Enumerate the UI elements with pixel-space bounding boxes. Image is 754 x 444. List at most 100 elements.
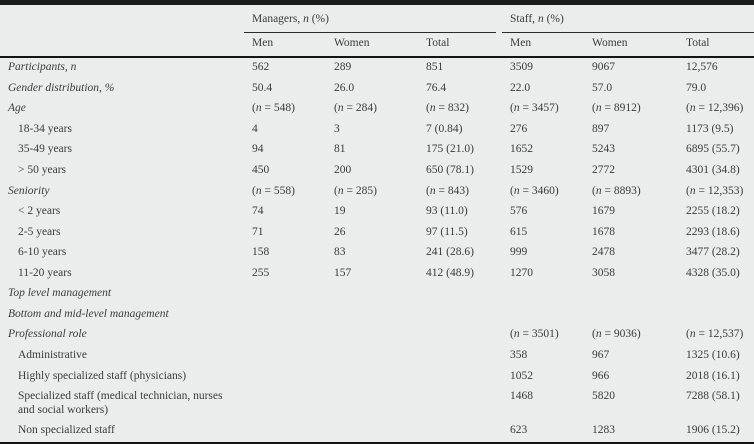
row-cell: 276 xyxy=(510,122,528,135)
row-cell: 967 xyxy=(592,349,610,361)
row-label: Top level management xyxy=(8,287,112,300)
table-row: Top level management xyxy=(0,284,754,305)
row-cell: 22.0 xyxy=(510,81,531,94)
row-cell xyxy=(418,387,502,421)
row-cell xyxy=(418,421,502,442)
row-cell: 1052 xyxy=(510,369,534,382)
row-label: Seniority xyxy=(8,184,50,197)
row-cell xyxy=(244,367,326,388)
table-row: Specialized staff (medical technician, n… xyxy=(0,387,754,421)
table-row: Highly specialized staff (physicians) 10… xyxy=(0,367,754,388)
row-cell: (n = 843) xyxy=(426,184,469,197)
row-cell xyxy=(502,305,584,326)
row-cell: 1325 (10.6) xyxy=(686,349,740,361)
table-body: Participants, n 562 289 851 3509 9067 12… xyxy=(0,57,754,442)
table-row: Bottom and mid-level management xyxy=(0,305,754,326)
column-header-staff-women: Women xyxy=(584,32,679,59)
row-cell: 2018 (16.1) xyxy=(686,369,740,382)
row-cell: 12,576 xyxy=(686,61,718,74)
row-label: Age xyxy=(8,102,26,115)
row-label: Participants, n xyxy=(8,61,77,74)
row-cell xyxy=(326,325,418,346)
row-label: Non specialized staff xyxy=(18,424,115,437)
row-cell xyxy=(326,421,418,442)
row-cell: 999 xyxy=(510,246,528,259)
row-cell xyxy=(244,346,326,367)
row-cell: 3477 (28.2) xyxy=(686,246,740,259)
empty-header-cell xyxy=(0,32,244,59)
row-cell: 9067 xyxy=(592,61,616,74)
row-cell xyxy=(326,305,418,326)
column-group-header-row: Managers, n (%) Staff, n (%) xyxy=(0,5,754,33)
row-cell: 5820 xyxy=(592,390,616,403)
row-cell: 2772 xyxy=(592,163,616,176)
table-top-rule xyxy=(0,0,754,5)
row-cell: (n = 832) xyxy=(426,102,469,115)
row-cell: (n = 3457) xyxy=(510,102,559,115)
row-cell: 26.0 xyxy=(334,81,355,94)
row-label: 18-34 years xyxy=(18,122,72,135)
row-label: Gender distribution, % xyxy=(8,81,115,94)
row-cell: 3058 xyxy=(592,266,616,279)
row-cell xyxy=(584,305,678,326)
row-cell xyxy=(418,284,502,305)
row-cell: 97 (11.5) xyxy=(426,225,468,238)
row-cell: 255 xyxy=(252,266,270,279)
row-cell: 157 xyxy=(334,266,352,279)
table-row: Professional role (n = 3501) (n = 9036) … xyxy=(0,325,754,346)
row-cell: (n = 3501) xyxy=(510,328,559,341)
table-row: Administrative 358 967 1325 (10.6) xyxy=(0,346,754,367)
row-cell: 2478 xyxy=(592,246,616,259)
table-row: Participants, n 562 289 851 3509 9067 12… xyxy=(0,57,754,79)
row-cell xyxy=(244,284,326,305)
row-label: Administrative xyxy=(18,349,87,361)
row-label: < 2 years xyxy=(18,205,61,218)
row-cell: 79.0 xyxy=(686,81,707,94)
row-label: Highly specialized staff (physicians) xyxy=(18,369,187,382)
row-cell: (n = 12,537) xyxy=(686,328,744,341)
table-row: Age (n = 548) (n = 284) (n = 832) (n = 3… xyxy=(0,99,754,120)
staff-group-label: Staff, n (%) xyxy=(502,13,754,33)
row-cell: 1270 xyxy=(510,266,534,279)
demographics-table: Managers, n (%) Staff, n (%) Men Women T… xyxy=(0,5,754,442)
row-cell: 623 xyxy=(510,424,528,437)
row-cell: 1652 xyxy=(510,143,534,156)
row-cell xyxy=(326,284,418,305)
row-cell: 94 xyxy=(252,143,264,156)
row-cell: 5243 xyxy=(592,143,616,156)
row-label: 2-5 years xyxy=(18,225,61,238)
row-cell: 450 xyxy=(252,163,270,176)
managers-group-header-cell: Managers, n (%) xyxy=(244,5,502,33)
row-cell: 966 xyxy=(592,369,610,382)
row-cell: 2293 (18.6) xyxy=(686,225,740,238)
row-cell: 241 (28.6) xyxy=(426,246,474,259)
row-cell: 412 (48.9) xyxy=(426,266,474,279)
table-row: > 50 years 450 200 650 (78.1) 1529 2772 … xyxy=(0,161,754,182)
row-cell: 7288 (58.1) xyxy=(686,390,740,403)
row-cell: 6895 (55.7) xyxy=(686,143,740,156)
table-row: 35-49 years 94 81 175 (21.0) 1652 5243 6… xyxy=(0,140,754,161)
row-cell xyxy=(418,305,502,326)
row-cell: 50.4 xyxy=(252,81,273,94)
row-label: Professional role xyxy=(8,328,87,341)
table-row: Seniority (n = 558) (n = 285) (n = 843) … xyxy=(0,182,754,203)
row-label: 11-20 years xyxy=(18,266,72,279)
row-cell: (n = 8893) xyxy=(592,184,641,197)
row-cell: 4301 (34.8) xyxy=(686,163,740,176)
row-cell: 74 xyxy=(252,205,264,218)
row-cell: 1283 xyxy=(592,424,616,437)
managers-group-label: Managers, n (%) xyxy=(244,13,497,33)
row-cell: (n = 3460) xyxy=(510,184,559,197)
table-row: Non specialized staff 623 1283 1906 (15.… xyxy=(0,421,754,442)
row-cell: 358 xyxy=(510,349,528,361)
row-cell: 1173 (9.5) xyxy=(686,122,734,135)
row-cell: (n = 12,396) xyxy=(686,102,744,115)
sub-header-row: Men Women Total Men Women Total xyxy=(0,32,754,59)
column-header-managers-women: Women xyxy=(326,32,418,59)
row-cell: 1529 xyxy=(510,163,534,176)
row-cell: (n = 548) xyxy=(252,102,295,115)
row-cell xyxy=(678,284,754,305)
row-cell xyxy=(326,346,418,367)
row-cell: 576 xyxy=(510,205,528,218)
row-cell xyxy=(244,325,326,346)
